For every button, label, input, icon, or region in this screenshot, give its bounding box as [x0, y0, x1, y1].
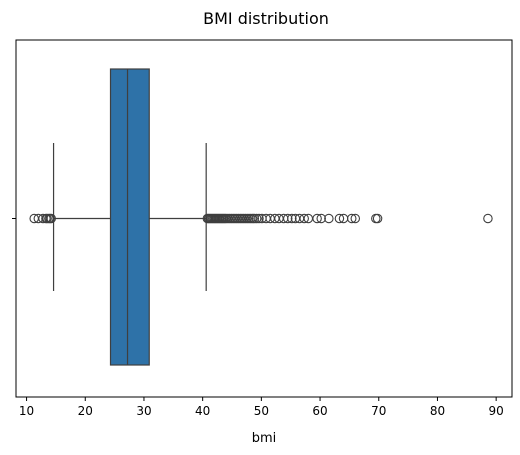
x-tick-label: 60	[312, 404, 327, 418]
x-tick-label: 30	[136, 404, 151, 418]
chart-title: BMI distribution	[203, 9, 329, 28]
x-tick-label: 10	[19, 404, 34, 418]
x-tick-label: 70	[371, 404, 386, 418]
x-tick-label: 50	[254, 404, 269, 418]
x-tick-label: 40	[195, 404, 210, 418]
x-tick-label: 20	[78, 404, 93, 418]
iqr-box	[111, 69, 150, 365]
plot-area	[12, 69, 492, 365]
outlier-point	[484, 214, 492, 222]
x-tick-label: 90	[489, 404, 504, 418]
x-tick-label: 80	[430, 404, 445, 418]
x-axis-label: bmi	[252, 431, 277, 446]
x-axis-ticks: 10 20 30 40 50 60 70 80 90	[19, 397, 504, 418]
